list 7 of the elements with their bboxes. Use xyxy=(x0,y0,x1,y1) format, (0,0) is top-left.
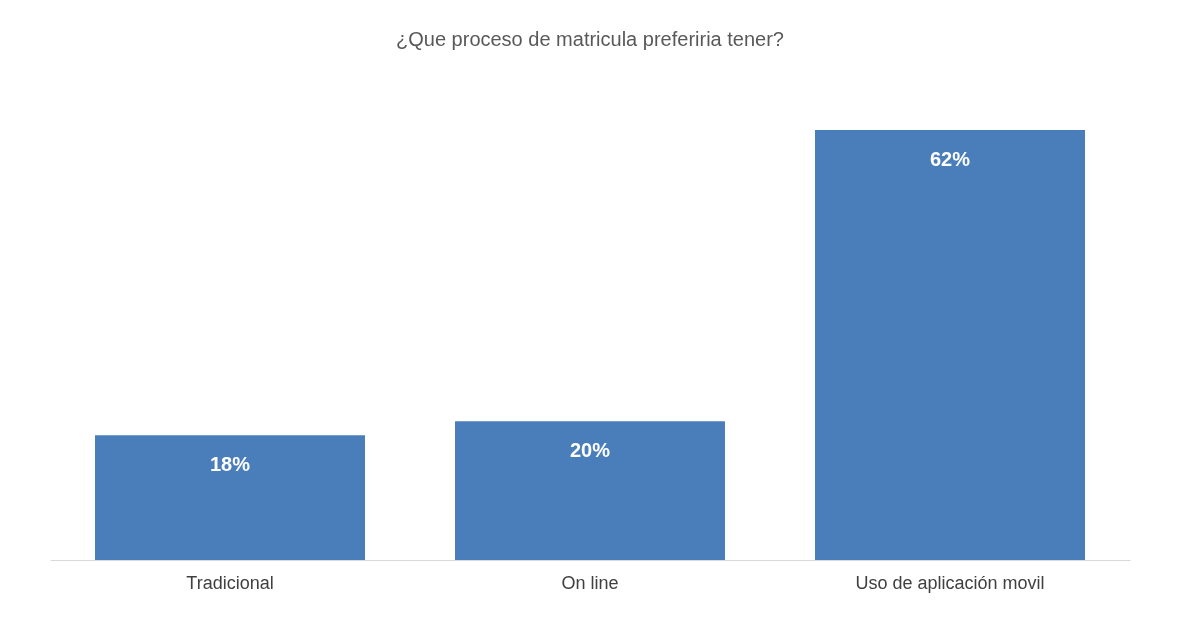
data-label: 62% xyxy=(929,148,971,170)
chart-title: ¿Que proceso de matricula preferiria tener? xyxy=(396,28,784,50)
data-label: 20% xyxy=(569,439,611,462)
x-tick-label: On line xyxy=(561,572,619,593)
x-tick-label: Uso de aplicación movil xyxy=(855,572,1045,593)
x-tick-label: Tradicional xyxy=(186,572,274,593)
data-label: 18% xyxy=(209,453,251,476)
